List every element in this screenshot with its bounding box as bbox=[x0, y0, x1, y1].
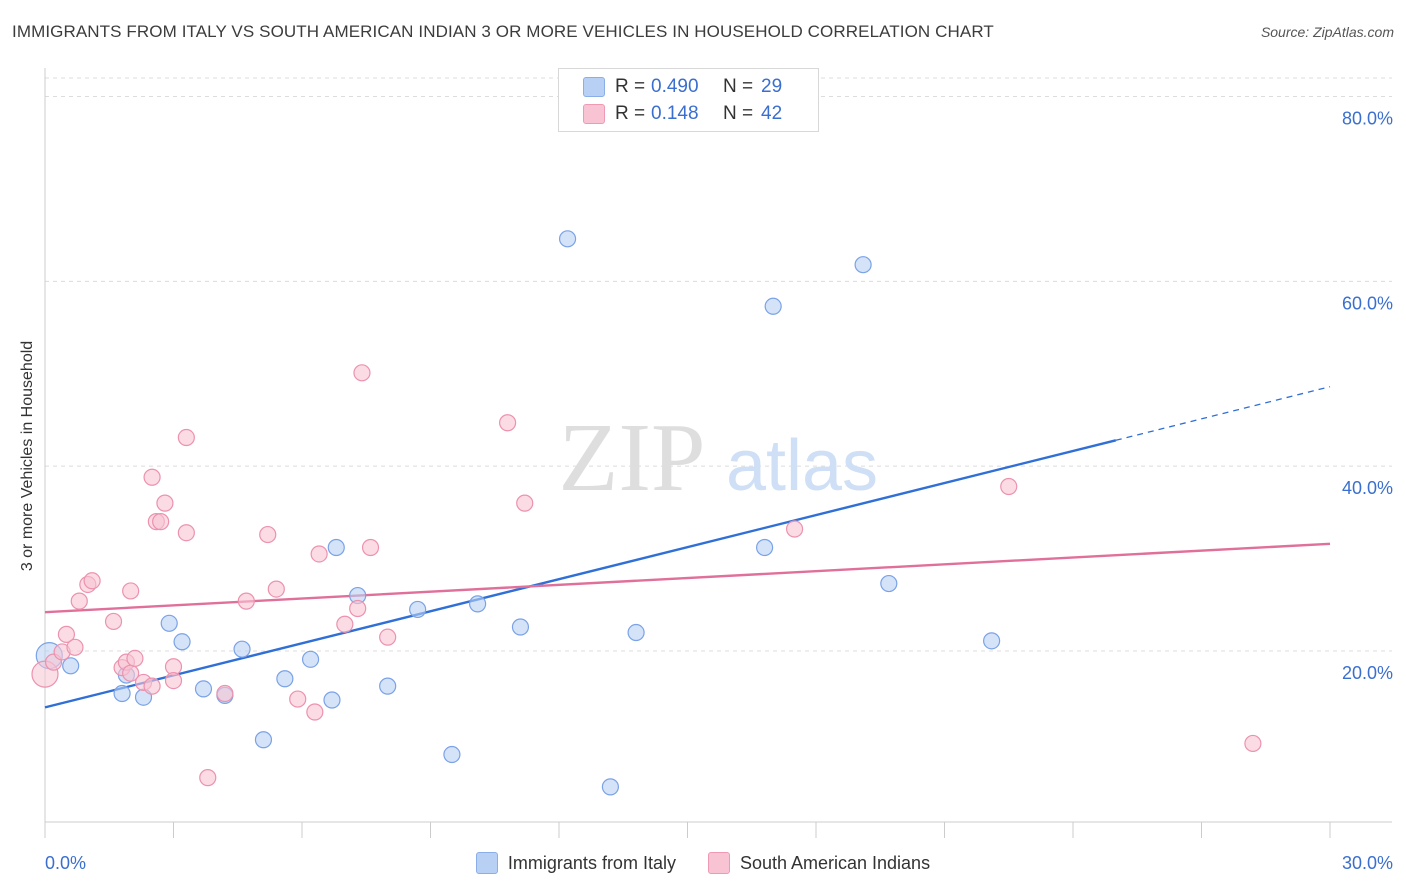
point-italy bbox=[194, 680, 213, 698]
point-south-american-indians bbox=[104, 612, 123, 631]
point-south-american-indians bbox=[83, 572, 101, 590]
x-tick-label: 30.0% bbox=[1342, 853, 1393, 873]
trend-line-italy bbox=[44, 439, 1117, 709]
stats-legend: R = 0.490 N = 29 R = 0.148 N = 42 bbox=[558, 68, 819, 132]
legend-n-label: N = bbox=[723, 103, 754, 124]
legend-row-south-american-indians: R = 0.148 N = 42 bbox=[583, 101, 782, 127]
point-italy bbox=[627, 623, 645, 642]
point-south-american-indians bbox=[306, 703, 324, 721]
point-south-american-indians bbox=[310, 545, 328, 563]
chart-source: Source: ZipAtlas.com bbox=[1260, 24, 1394, 40]
point-south-american-indians bbox=[353, 364, 371, 382]
y-tick-label: 40.0% bbox=[1342, 478, 1393, 498]
point-south-american-indians bbox=[216, 684, 234, 703]
point-south-american-indians bbox=[57, 625, 76, 643]
watermark: ZIP atlas bbox=[559, 404, 879, 512]
watermark-zip: ZIP bbox=[559, 404, 706, 512]
point-south-american-indians bbox=[126, 649, 144, 668]
legend-r-value: 0.148 bbox=[651, 103, 699, 124]
point-south-american-indians bbox=[379, 628, 397, 646]
axes bbox=[44, 68, 1392, 838]
y-tick-label: 20.0% bbox=[1342, 663, 1393, 683]
point-italy bbox=[160, 614, 178, 632]
point-south-american-indians bbox=[70, 592, 88, 610]
point-south-american-indians bbox=[156, 494, 174, 512]
point-south-american-indians bbox=[516, 494, 534, 512]
legend-swatch-italy bbox=[475, 852, 498, 874]
point-italy bbox=[409, 600, 427, 619]
point-south-american-indians bbox=[143, 468, 161, 486]
point-italy bbox=[173, 633, 191, 651]
point-italy bbox=[511, 618, 530, 636]
point-italy bbox=[233, 640, 251, 658]
point-italy bbox=[443, 745, 461, 764]
legend-n-value: 29 bbox=[761, 76, 783, 97]
legend-n-value: 42 bbox=[761, 103, 783, 124]
legend-r-value: 0.490 bbox=[651, 76, 699, 97]
legend-swatch-south-american-indians bbox=[583, 104, 605, 124]
point-italy bbox=[254, 731, 273, 749]
point-italy bbox=[301, 650, 320, 668]
point-italy bbox=[276, 670, 294, 688]
point-south-american-indians bbox=[785, 520, 804, 538]
point-italy bbox=[62, 657, 80, 675]
point-south-american-indians bbox=[177, 428, 195, 447]
point-south-american-indians bbox=[1244, 734, 1262, 753]
legend-item-south-american-indians[interactable]: South American Indians bbox=[707, 852, 931, 874]
trend-line-south-american-indians bbox=[44, 542, 1331, 614]
legend-row-italy: R = 0.490 N = 29 bbox=[583, 74, 782, 100]
point-south-american-indians bbox=[259, 525, 277, 544]
legend-swatch-south-american-indians bbox=[707, 852, 730, 874]
point-south-american-indians bbox=[361, 538, 380, 557]
point-italy bbox=[880, 574, 898, 593]
point-south-american-indians bbox=[267, 580, 285, 598]
point-south-american-indians bbox=[1000, 477, 1018, 496]
legend-n-label: N = bbox=[723, 76, 754, 97]
legend-item-italy[interactable]: Immigrants from Italy bbox=[475, 852, 676, 874]
y-axis-label: 3 or more Vehicles in Household bbox=[19, 340, 36, 572]
point-south-american-indians bbox=[237, 592, 255, 610]
point-italy bbox=[469, 595, 487, 613]
grid-lines bbox=[45, 77, 1392, 652]
y-tick-label: 80.0% bbox=[1342, 108, 1393, 128]
data-points bbox=[31, 230, 1262, 796]
point-italy bbox=[113, 684, 131, 703]
legend-r-label: R = bbox=[615, 76, 646, 97]
legend-r-label: R = bbox=[615, 103, 646, 124]
watermark-atlas: atlas bbox=[726, 426, 878, 506]
point-italy bbox=[558, 230, 577, 248]
point-italy bbox=[764, 297, 782, 315]
legend-label-italy: Immigrants from Italy bbox=[507, 852, 676, 873]
trend-line-italy-extension bbox=[1115, 386, 1331, 441]
x-tick-label: 0.0% bbox=[45, 853, 86, 873]
point-south-american-indians bbox=[177, 524, 195, 542]
point-italy bbox=[601, 778, 620, 796]
point-south-american-indians bbox=[164, 671, 183, 690]
legend-label-south-american-indians: South American Indians bbox=[739, 852, 931, 873]
point-south-american-indians bbox=[152, 513, 170, 531]
point-italy bbox=[323, 691, 341, 709]
point-italy bbox=[854, 256, 872, 274]
point-italy bbox=[327, 538, 345, 557]
point-south-american-indians bbox=[349, 599, 367, 618]
tick-labels: 20.0% 40.0% 60.0% 80.0% 0.0% 30.0% bbox=[45, 108, 1393, 873]
point-south-american-indians bbox=[199, 769, 217, 787]
chart-title: IMMIGRANTS FROM ITALY VS SOUTH AMERICAN … bbox=[12, 22, 994, 41]
point-south-american-indians bbox=[66, 638, 84, 656]
trend-lines bbox=[44, 386, 1331, 709]
point-south-american-indians bbox=[336, 615, 354, 633]
point-italy bbox=[755, 538, 774, 557]
series-legend: Immigrants from Italy South American Ind… bbox=[0, 852, 1406, 874]
point-south-american-indians bbox=[122, 582, 140, 600]
point-south-american-indians bbox=[289, 690, 307, 708]
legend-swatch-italy bbox=[583, 77, 605, 97]
y-tick-label: 60.0% bbox=[1342, 293, 1393, 313]
point-south-american-indians bbox=[143, 677, 161, 695]
point-south-american-indians bbox=[499, 414, 517, 432]
point-italy bbox=[379, 677, 397, 695]
point-italy bbox=[983, 632, 1001, 650]
